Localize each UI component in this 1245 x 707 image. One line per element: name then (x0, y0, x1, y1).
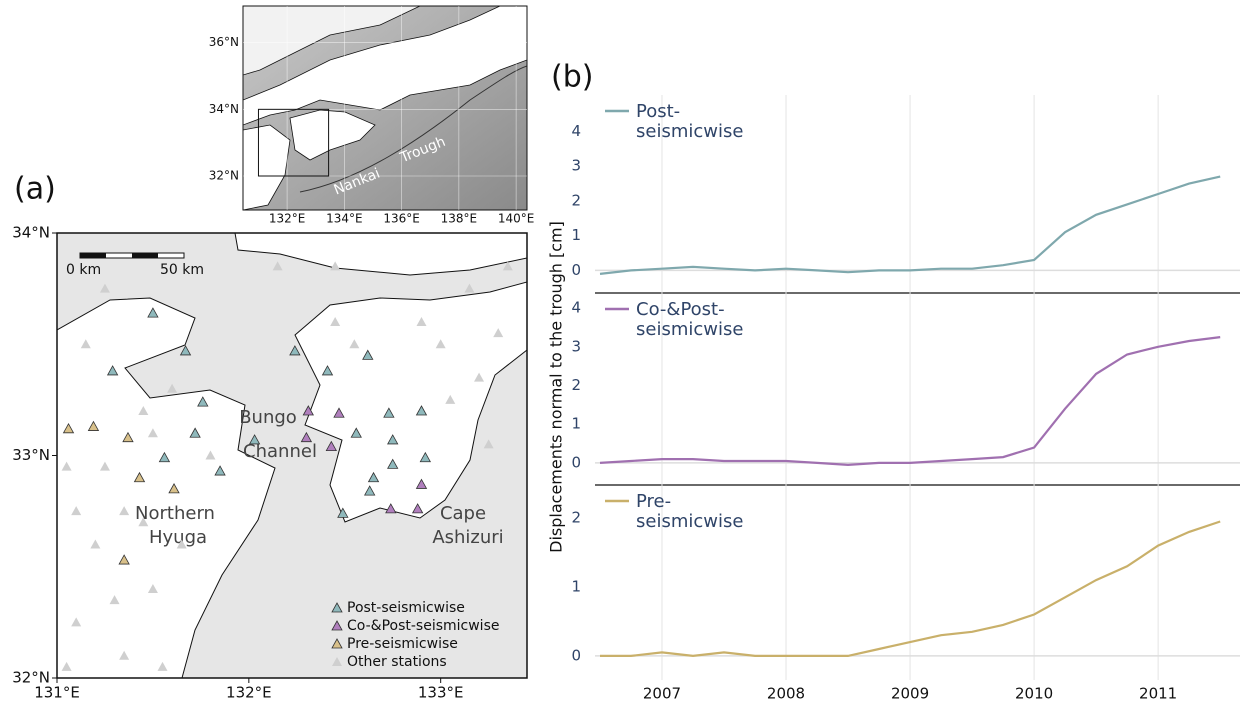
legend-label: Post-seismicwise (636, 102, 761, 142)
y-tick-label: 32°N (209, 169, 239, 183)
legend-label: Co-&Post-seismicwise (636, 300, 761, 340)
y-tick-label: 34°N (12, 224, 50, 242)
legend-label: Pre-seismicwise (347, 636, 458, 652)
figure-canvas: (a) (b) Displacements normal to the trou… (0, 0, 1245, 707)
x-tick-label: 140°E (498, 212, 535, 226)
figure: (a) (b) Displacements normal to the trou… (0, 0, 1245, 707)
legend-label: Pre-seismicwise (636, 492, 761, 532)
x-tick-label: 138°E (441, 212, 478, 226)
inset-base (243, 6, 527, 210)
x-tick-label: 2009 (891, 685, 929, 703)
panel-label: (b) (551, 60, 593, 95)
panel-label: (a) (14, 172, 56, 207)
x-tick-label: 132°E (269, 212, 306, 226)
y-tick-label: 4 (571, 299, 581, 317)
y-axis-label: Displacements normal to the trough [cm] (547, 221, 566, 553)
map-annotation: Ashizuri (432, 527, 503, 548)
x-tick-label: 2011 (1139, 685, 1177, 703)
legend-label: Other stations (347, 654, 447, 670)
x-tick-label: 2010 (1015, 685, 1053, 703)
y-tick-label: 4 (571, 122, 581, 140)
scale-label: 0 km (66, 262, 101, 278)
map-annotation: Hyuga (149, 527, 207, 548)
y-tick-label: 36°N (209, 35, 239, 49)
y-tick-label: 2 (571, 191, 581, 209)
map-annotation: Northern (135, 503, 215, 524)
y-tick-label: 0 (571, 453, 581, 471)
x-tick-label: 134°E (326, 212, 363, 226)
x-tick-label: 2007 (643, 685, 681, 703)
x-tick-label: 136°E (383, 212, 420, 226)
x-tick-label: 132°E (226, 684, 272, 702)
map-annotation: Cape (440, 503, 486, 524)
y-tick-label: 33°N (12, 446, 50, 464)
y-tick-label: 1 (571, 577, 581, 595)
y-tick-label: 0 (571, 261, 581, 279)
y-tick-label: 3 (571, 157, 581, 175)
y-tick-label: 34°N (209, 102, 239, 116)
x-tick-label: 133°E (418, 684, 464, 702)
y-tick-label: 3 (571, 337, 581, 355)
legend-label: Co-&Post-seismicwise (347, 618, 499, 634)
y-tick-label: 0 (571, 646, 581, 664)
legend-label: Post-seismicwise (347, 600, 465, 616)
x-tick-label: 2008 (767, 685, 805, 703)
map-annotation: Bungo (239, 407, 297, 428)
y-tick-label: 2 (571, 509, 581, 527)
scale-label: 50 km (160, 262, 204, 278)
y-tick-label: 2 (571, 376, 581, 394)
y-tick-label: 1 (571, 226, 581, 244)
scale-bar (80, 253, 184, 258)
y-tick-label: 32°N (12, 669, 50, 687)
y-tick-label: 1 (571, 415, 581, 433)
